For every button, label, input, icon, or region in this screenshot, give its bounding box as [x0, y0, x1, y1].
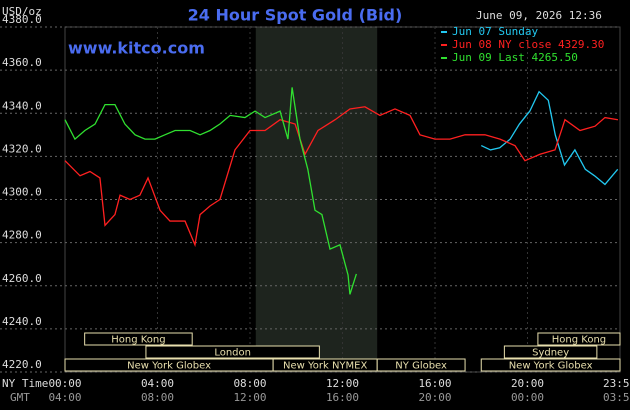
session-bar [84, 332, 193, 346]
unit-label: USD/oz [2, 5, 42, 18]
x-tick-label: 12:00 [326, 377, 359, 390]
y-tick-label: 4380.0 [2, 13, 42, 26]
series-line [64, 87, 357, 295]
session-label: New York Globex [127, 361, 211, 372]
y-tick-label: 4240.0 [2, 315, 42, 328]
x-tick-label: 00:00 [48, 377, 81, 390]
x2-tick-label: 04:00 [48, 391, 81, 404]
chart-title: 24 Hour Spot Gold (Bid) [188, 6, 403, 25]
x2-axis-label: GMT [10, 391, 30, 404]
y-tick-label: 4280.0 [2, 229, 42, 242]
session-bar [480, 358, 621, 372]
session-label: New York Globex [509, 361, 593, 372]
x2-tick-label: 16:00 [326, 391, 359, 404]
x-tick-label: 08:00 [233, 377, 266, 390]
series-line [64, 106, 619, 248]
session-label: NY Globex [395, 361, 447, 372]
y-tick-label: 4340.0 [2, 99, 42, 112]
x2-tick-label: 00:00 [511, 391, 544, 404]
x-axis-label: NY Time [2, 377, 48, 390]
watermark: www.kitco.com [68, 39, 205, 58]
x-tick-label: 20:00 [511, 377, 544, 390]
legend-label: Jun 07 Sunday [452, 25, 538, 38]
session-bar [503, 345, 598, 359]
x2-tick-label: 03:59 [603, 391, 630, 404]
x2-tick-label: 12:00 [233, 391, 266, 404]
y-tick-label: 4360.0 [2, 56, 42, 69]
x2-tick-label: 08:00 [141, 391, 174, 404]
y-tick-label: 4260.0 [2, 272, 42, 285]
x-tick-label: 04:00 [141, 377, 174, 390]
session-label: Hong Kong [111, 335, 165, 346]
session-label: New York NYMEX [283, 361, 368, 372]
session-bar [145, 345, 320, 359]
legend-label: Jun 08 NY close 4329.30 [452, 38, 604, 51]
session-label: Hong Kong [552, 335, 606, 346]
timestamp: June 09, 2026 12:36 [476, 9, 602, 22]
y-tick-label: 4220.0 [2, 358, 42, 371]
series-line [480, 90, 619, 186]
x-tick-label: 23:59 [603, 377, 630, 390]
y-tick-label: 4300.0 [2, 186, 42, 199]
session-label: London [214, 348, 251, 359]
x2-tick-label: 20:00 [418, 391, 451, 404]
y-tick-label: 4320.0 [2, 142, 42, 155]
x-tick-label: 16:00 [418, 377, 451, 390]
session-label: Sydney [532, 348, 569, 359]
legend-label: Jun 09 Last 4265.50 [452, 51, 578, 64]
session-bar [376, 358, 466, 372]
session-bar [537, 332, 621, 346]
